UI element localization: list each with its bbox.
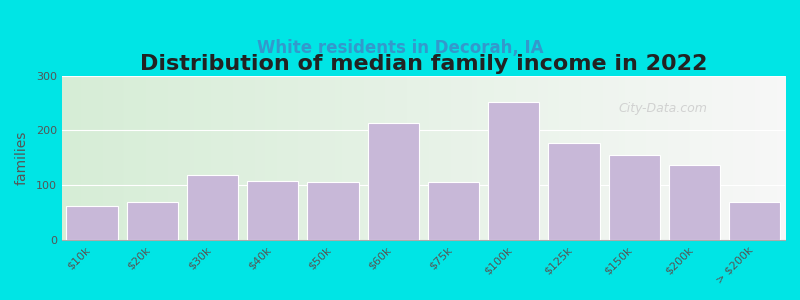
Bar — [247, 181, 298, 240]
Bar — [368, 123, 419, 240]
Bar — [488, 102, 539, 240]
Title: Distribution of median family income in 2022: Distribution of median family income in … — [140, 54, 707, 74]
Bar — [730, 202, 781, 240]
Bar — [187, 175, 238, 240]
Bar — [428, 182, 479, 240]
Bar — [66, 206, 118, 240]
Text: White residents in Decorah, IA: White residents in Decorah, IA — [257, 39, 543, 57]
Bar — [126, 202, 178, 240]
Y-axis label: families: families — [15, 130, 29, 185]
Bar — [609, 155, 660, 240]
Bar — [669, 165, 720, 240]
Bar — [549, 143, 600, 240]
Text: City-Data.com: City-Data.com — [618, 102, 707, 115]
Bar — [307, 182, 358, 240]
